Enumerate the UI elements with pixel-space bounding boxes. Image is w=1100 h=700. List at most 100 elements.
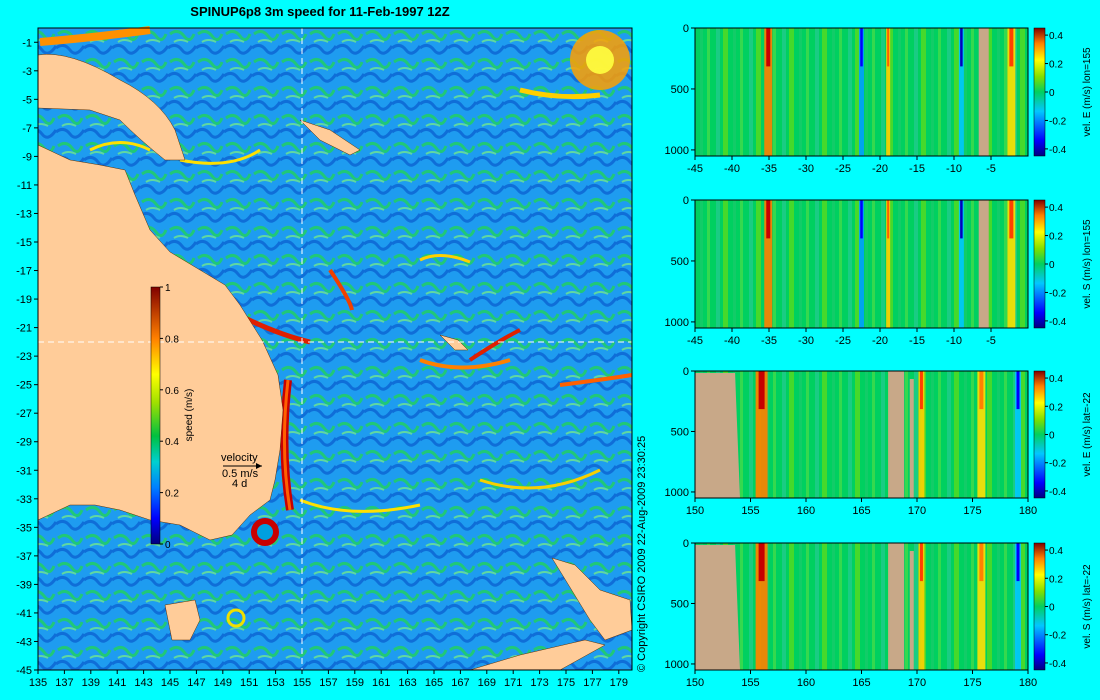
map-x-tick-label: 161: [372, 677, 390, 689]
section-land: [909, 379, 914, 498]
map-y-tick-label: -45: [16, 665, 32, 677]
map-y-tick-label: -3: [22, 66, 32, 78]
section-x-tick-label: -35: [761, 163, 777, 175]
section-x-tick-label: 170: [908, 505, 926, 517]
map-x-tick-label: 147: [187, 677, 205, 689]
section-x-tick-label: -40: [724, 163, 740, 175]
map-y-tick-label: -29: [16, 437, 32, 449]
section-panel: -45 -40 -35 -30 -25 -20 -15 -10 -5 0 500 1000 0.4 0.2…: [665, 195, 1093, 347]
map-x-tick-label: 139: [82, 677, 100, 689]
map-x-tick-label: 179: [610, 677, 628, 689]
map-x-tick-label: 143: [134, 677, 152, 689]
copyright-note: © Copyright CSIRO 2009 22-Aug-2009 23:30…: [636, 436, 648, 672]
map-y-tick-label: -11: [17, 180, 32, 192]
section-colorbar-tick-label: 0: [1049, 603, 1055, 614]
section-x-tick-label: -10: [946, 335, 962, 347]
section-y-tick-label: 500: [671, 598, 689, 610]
section-land: [978, 28, 989, 156]
map-y-tick-label: -7: [22, 123, 32, 135]
section-colorbar-label: vel. S (m/s) lon=155: [1082, 219, 1093, 309]
speed-colorbar: [150, 286, 161, 545]
section-x-tick-label: 155: [741, 677, 759, 689]
map-x-axis: 135 137 139 141 143 145 147 149 151 153 155 157 159 1…: [29, 670, 628, 689]
section-colorbar-tick-label: -0.2: [1049, 288, 1067, 299]
section-y-tick-label: 1000: [665, 317, 689, 329]
map-x-tick-label: 153: [266, 677, 284, 689]
map-y-tick-label: -41: [16, 608, 32, 620]
map-y-tick-label: -5: [22, 94, 32, 106]
section-y-tick-label: 500: [671, 84, 689, 96]
speed-colorbar-tick-label: 0.2: [165, 489, 179, 500]
section-x-tick-label: -10: [946, 163, 962, 175]
section-colorbar-label: vel. E (m/s) lat=-22: [1082, 392, 1093, 477]
section-colorbar-tick-label: 0.4: [1049, 203, 1063, 214]
section-x-tick-label: 165: [852, 505, 870, 517]
map-y-tick-label: -39: [16, 579, 32, 591]
current-features: [39, 26, 633, 628]
section-x-tick-label: -5: [986, 335, 996, 347]
map-x-tick-label: 157: [319, 677, 337, 689]
map-x-tick-label: 163: [398, 677, 416, 689]
section-x-tick-label: -45: [687, 335, 703, 347]
velocity-key-duration: 4 d: [232, 478, 247, 490]
section-colorbar-tick-label: 0: [1049, 431, 1055, 442]
map-y-tick-label: -13: [16, 208, 32, 220]
section-y-tick-label: 0: [683, 23, 689, 35]
section-panel: 150 155 160 165 170 175 180 0 500 1000 0.4 0.2 0 -0.2…: [665, 538, 1093, 689]
section-x-tick-label: -20: [872, 163, 888, 175]
section-y-tick-label: 0: [683, 366, 689, 378]
section-panels: -45 -40 -35 -30 -25 -20 -15 -10 -5 0 500 1000 0.4 0.2…: [665, 23, 1093, 689]
section-panel: -45 -40 -35 -30 -25 -20 -15 -10 -5 0 500 1000 0.4 0.2…: [665, 23, 1093, 175]
section-colorbar: [1033, 199, 1046, 329]
speed-colorbar-label: speed (m/s): [184, 389, 195, 442]
section-colorbar-tick-label: -0.2: [1049, 631, 1067, 642]
section-colorbar-tick-label: 0: [1049, 88, 1055, 99]
section-land: [888, 543, 905, 670]
map-frame: [37, 27, 633, 671]
map-y-tick-label: -15: [16, 237, 32, 249]
section-colorbar-tick-label: -0.2: [1049, 459, 1067, 470]
section-x-tick-label: 165: [852, 677, 870, 689]
section-x-tick-label: -15: [909, 163, 925, 175]
section-panel: 150 155 160 165 170 175 180 0 500 1000 0.4 0.2 0 -0.2…: [665, 366, 1093, 517]
map-x-tick-label: 145: [161, 677, 179, 689]
map-x-tick-label: 141: [108, 677, 126, 689]
section-x-tick-label: 150: [686, 677, 704, 689]
section-y-tick-label: 1000: [665, 659, 689, 671]
section-colorbar-tick-label: -0.4: [1049, 317, 1067, 328]
map-x-tick-label: 151: [240, 677, 258, 689]
section-colorbar-tick-label: 0.2: [1049, 232, 1063, 243]
section-x-tick-label: 150: [686, 505, 704, 517]
speed-colorbar-tick-label: 0.8: [165, 334, 179, 345]
tasmania-land: [164, 599, 201, 641]
map-x-tick-label: 175: [557, 677, 575, 689]
section-colorbar: [1033, 542, 1046, 671]
velocity-key-speed: 0.5 m/s: [222, 468, 259, 480]
section-y-tick-label: 500: [671, 256, 689, 268]
section-x-tick-label: -25: [835, 163, 851, 175]
section-colorbar-tick-label: 0.4: [1049, 546, 1063, 557]
section-x-tick-label: -40: [724, 335, 740, 347]
section-y-tick-label: 500: [671, 426, 689, 438]
section-x-tick-label: -25: [835, 335, 851, 347]
speed-colorbar-ticks: 1 0.8 0.6 0.4 0.2 0: [160, 283, 179, 551]
map-y-tick-label: -37: [16, 551, 32, 563]
section-x-tick-label: 155: [741, 505, 759, 517]
section-colorbar-tick-label: 0.4: [1049, 374, 1063, 385]
map-y-tick-label: -31: [16, 465, 32, 477]
map-x-tick-label: 135: [29, 677, 47, 689]
map-x-tick-label: 167: [451, 677, 469, 689]
speed-colorbar-tick-label: 0.6: [165, 386, 179, 397]
section-colorbar-tick-label: -0.2: [1049, 116, 1067, 127]
section-land: [909, 551, 914, 670]
section-x-tick-label: 180: [1019, 677, 1037, 689]
map-panel: 135 137 139 141 143 145 147 149 151 153 155 157 159 1…: [16, 26, 633, 689]
section-colorbar-tick-label: -0.4: [1049, 487, 1067, 498]
section-x-tick-label: -30: [798, 163, 814, 175]
section-x-tick-label: -35: [761, 335, 777, 347]
map-y-tick-label: -21: [16, 323, 32, 335]
section-x-tick-label: -45: [687, 163, 703, 175]
section-x-tick-label: 160: [797, 505, 815, 517]
section-land: [695, 373, 740, 498]
